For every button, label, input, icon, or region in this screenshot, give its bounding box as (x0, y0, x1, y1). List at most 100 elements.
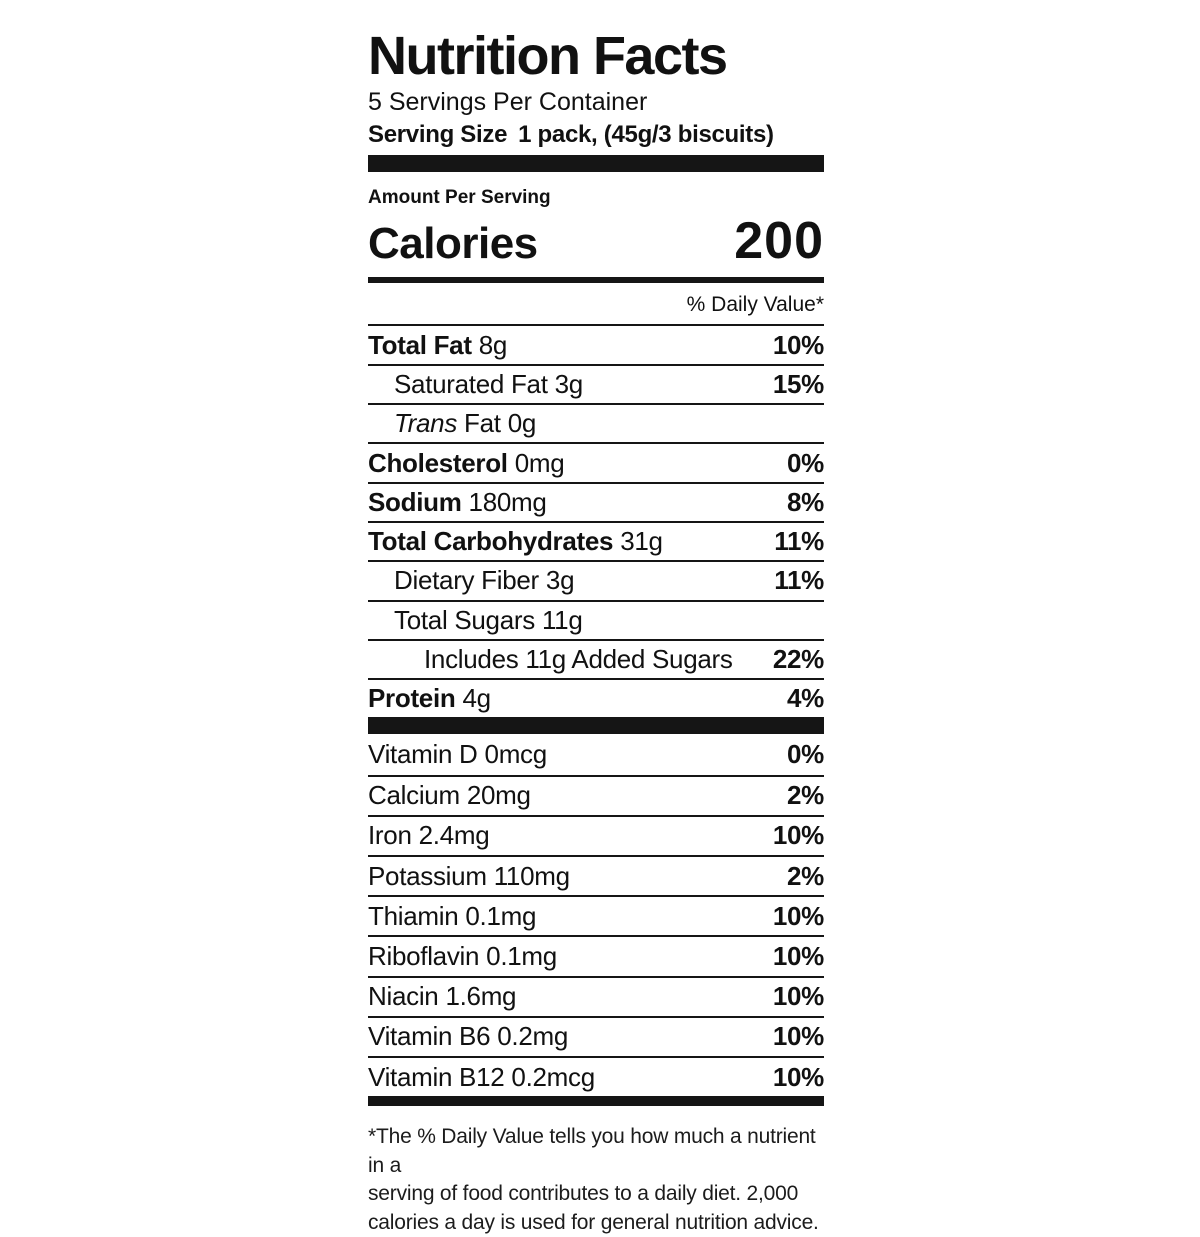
nutrient-amount: 4g (462, 683, 491, 714)
footnote-line: *The % Daily Value tells you how much a … (368, 1125, 816, 1177)
micronutrient-amount: 110mg (493, 860, 570, 891)
calories-value: 200 (734, 212, 824, 271)
nutrient-name: Total Sugars (394, 604, 535, 635)
micronutrient-row-potassium: Potassium 110mg 2% (368, 855, 824, 895)
nutrient-row-total-carbohydrates: Total Carbohydrates 31g 11% (368, 520, 824, 560)
nutrient-dv: 4% (787, 683, 824, 714)
micronutrient-name: Riboflavin (368, 940, 480, 971)
nutrient-name: Saturated Fat (394, 368, 548, 399)
separator-bar-top (368, 155, 824, 173)
amount-per-serving-label: Amount Per Serving (368, 187, 551, 209)
micronutrient-name: Niacin (368, 981, 439, 1012)
micronutrient-row-calcium: Calcium 20mg 2% (368, 774, 824, 815)
micronutrient-row-vitamin-b12: Vitamin B12 0.2mcg 10% (368, 1055, 824, 1096)
nutrient-amount: 3g (545, 565, 575, 596)
micronutrient-name-wrap: Vitamin D 0mcg (368, 739, 547, 770)
calories-row: Calories 200 (368, 211, 824, 277)
servings-per-container: 5 Servings Per Container (368, 87, 648, 116)
micronutrient-row-riboflavin: Riboflavin 0.1mg 10% (368, 935, 824, 975)
nutrient-name: Includes 11g Added Sugars (424, 644, 733, 674)
nutrient-name: Sodium (368, 486, 462, 517)
nutrient-row-trans-fat: Trans Fat 0g (368, 403, 824, 442)
micronutrient-name-wrap: Iron 2.4mg (368, 820, 490, 851)
nutrient-row-saturated-fat: Saturated Fat 3g 15% (368, 363, 824, 403)
nutrient-row-cholesterol: Cholesterol 0mg 0% (368, 442, 824, 481)
micronutrient-name: Vitamin B12 (368, 1061, 505, 1092)
footnote: *The % Daily Value tells you how much a … (368, 1123, 824, 1237)
nutrient-name-wrap: Includes 11g Added Sugars (424, 644, 733, 675)
nutrient-name: Total Carbohydrates (368, 526, 614, 557)
nutrition-facts-title: Nutrition Facts (368, 26, 728, 86)
micronutrient-name-wrap: Calcium 20mg (368, 780, 531, 811)
micronutrient-name-wrap: Riboflavin 0.1mg (368, 941, 557, 972)
nutrient-name: Total Fat (368, 329, 472, 360)
nutrient-row-total-sugars: Total Sugars 11g (368, 599, 824, 639)
nutrient-dv: 11% (774, 565, 824, 596)
nutrient-amount: 31g (620, 526, 663, 557)
micronutrient-row-thiamin: Thiamin 0.1mg 10% (368, 895, 824, 935)
nutrient-name: Dietary Fiber (394, 565, 539, 596)
nutrient-dv: 15% (772, 368, 824, 399)
nutrient-row-dietary-fiber: Dietary Fiber 3g 11% (368, 560, 824, 599)
micronutrient-amount: 0.2mcg (511, 1061, 595, 1092)
nutrient-amount: 0g (507, 408, 537, 439)
nutrient-name-wrap: Protein 4g (368, 683, 491, 714)
nutrient-name-wrap: Saturated Fat 3g (394, 369, 583, 400)
micronutrient-name: Iron (368, 820, 412, 851)
nutrient-row-added-sugars: Includes 11g Added Sugars 22% (368, 638, 824, 678)
nutrient-amount: 3g (554, 368, 584, 399)
nutrient-amount: 11g (541, 604, 583, 635)
micronutrient-name-wrap: Vitamin B6 0.2mg (368, 1021, 568, 1052)
micronutrient-name: Calcium (368, 780, 460, 811)
nutrient-dv: 10% (772, 329, 824, 360)
nutrient-name: Fat (464, 408, 501, 439)
micronutrient-amount: 1.6mg (445, 981, 517, 1012)
separator-bar-bottom (368, 1096, 824, 1107)
serving-size-label: Serving Size (368, 120, 508, 148)
nutrient-name: Cholesterol (368, 447, 508, 478)
nutrient-name-wrap: Cholesterol 0mg (368, 447, 565, 479)
micronutrient-dv: 2% (787, 860, 824, 891)
micronutrient-dv: 10% (772, 1021, 824, 1052)
micronutrient-name-wrap: Thiamin 0.1mg (368, 901, 536, 932)
micronutrient-rows: Vitamin D 0mcg 0% Calcium 20mg 2% Iron 2.4m… (368, 734, 824, 1096)
nutrition-facts-label: Nutrition Facts 5 Servings Per Container… (368, 28, 824, 1237)
micronutrient-dv: 10% (772, 1061, 824, 1092)
micronutrient-dv: 10% (772, 981, 824, 1012)
nutrient-amount: 180mg (468, 486, 547, 517)
nutrient-dv: 8% (787, 486, 824, 517)
micronutrient-dv: 10% (772, 940, 824, 971)
nutrient-name-wrap: Dietary Fiber 3g (394, 565, 575, 596)
nutrient-name-italic: Trans (394, 408, 458, 439)
nutrient-dv: 22% (772, 644, 824, 674)
serving-size-line: Serving Size 1 pack, (45g/3 biscuits) (368, 121, 824, 150)
nutrient-name-wrap: Total Sugars 11g (394, 605, 583, 636)
micronutrient-name-wrap: Potassium 110mg (368, 861, 570, 892)
micronutrient-amount: 0mcg (484, 739, 548, 770)
nutrient-name-wrap: Total Carbohydrates 31g (368, 526, 663, 557)
nutrient-amount: 8g (478, 329, 508, 360)
micronutrient-dv: 10% (772, 820, 824, 851)
micronutrient-dv: 0% (787, 739, 824, 770)
micronutrient-name: Vitamin D (368, 739, 478, 770)
footnote-line: calories a day is used for general nutri… (368, 1210, 819, 1234)
micronutrient-name: Thiamin (368, 900, 459, 931)
nutrient-row-total-fat: Total Fat 8g 10% (368, 324, 824, 363)
nutrient-name: Protein (368, 683, 456, 714)
nutrient-row-sodium: Sodium 180mg 8% (368, 481, 824, 521)
micronutrient-amount: 2.4mg (418, 820, 490, 851)
micronutrient-row-vitamin-d: Vitamin D 0mcg 0% (368, 734, 824, 774)
micronutrient-row-niacin: Niacin 1.6mg 10% (368, 975, 824, 1016)
micronutrient-dv: 10% (772, 900, 824, 931)
micronutrient-amount: 0.1mg (486, 940, 557, 971)
calories-rule (368, 277, 824, 284)
nutrient-name-wrap: Trans Fat 0g (394, 408, 536, 439)
micronutrient-dv: 2% (787, 780, 824, 811)
separator-bar-middle (368, 717, 824, 735)
calories-label: Calories (368, 219, 538, 269)
micronutrient-name: Vitamin B6 (368, 1021, 491, 1052)
nutrient-amount: 0mg (514, 447, 565, 478)
nutrient-name-wrap: Sodium 180mg (368, 487, 547, 518)
nutrient-dv: 0% (787, 447, 824, 478)
micronutrient-name-wrap: Niacin 1.6mg (368, 981, 517, 1012)
